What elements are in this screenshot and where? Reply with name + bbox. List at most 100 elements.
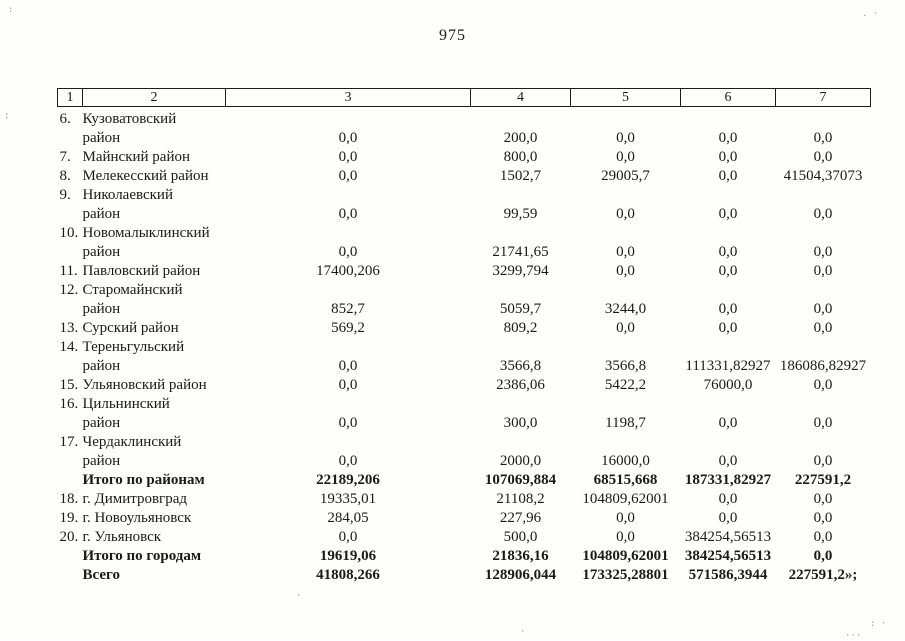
value-cell: 0,0	[813, 529, 833, 545]
value-cell: 0,0	[813, 491, 833, 507]
value-cell: 300,0	[503, 415, 538, 431]
value-cell: 0,0	[338, 130, 358, 146]
value-cell: 2386,06	[496, 377, 545, 393]
row-number: 14.	[59, 339, 79, 355]
value-cell: 227591,2»;	[788, 567, 858, 583]
value-cell: 0,0	[718, 263, 738, 279]
district-name: Всего	[82, 567, 120, 583]
value-cell: 800,0	[503, 149, 538, 165]
value-cell: 2000,0	[499, 453, 542, 469]
value-cell: 5059,7	[499, 301, 542, 317]
value-cell: 809,2	[503, 320, 538, 336]
value-cell: 0,0	[338, 149, 358, 165]
table-row: Итого по районам 22189,206 107069,884 68515…	[58, 471, 871, 490]
value-cell: 384254,56513	[684, 529, 772, 545]
row-number	[58, 566, 83, 585]
district-name: Новомалыклинский район	[82, 225, 210, 260]
value-cell: 76000,0	[703, 377, 753, 393]
value-cell: 0,0	[718, 320, 738, 336]
value-cell: 0,0	[718, 244, 738, 260]
table-row: 6. Кузоватовский район 0,0 200,0 0,0 0,0 0,0	[58, 107, 871, 149]
value-cell: 0,0	[813, 301, 833, 317]
value-cell: 0,0	[718, 491, 738, 507]
table-row: 15. Ульяновский район 0,0 2386,06 5422,2 7600…	[58, 376, 871, 395]
value-cell: 1502,7	[499, 168, 542, 184]
value-cell: 0,0	[616, 206, 635, 222]
header-col-2: 2	[82, 88, 226, 107]
district-name: Мелекесский район	[82, 168, 209, 184]
value-cell: 128906,044	[484, 567, 557, 583]
header-col-1: 1	[57, 88, 83, 107]
value-cell: 3244,0	[604, 301, 647, 317]
district-name: Итого по районам	[82, 472, 205, 488]
table-row: 20. г. Ульяновск 0,0 500,0 0,0 384254,56513 0,…	[58, 528, 871, 547]
value-cell: 0,0	[616, 320, 635, 336]
value-cell: 19619,06	[319, 548, 377, 564]
value-cell: 104809,62001	[582, 548, 669, 564]
value-cell: 227591,2	[794, 472, 852, 488]
value-cell: 0,0	[338, 168, 358, 184]
row-number: 16.	[59, 396, 79, 412]
value-cell: 569,2	[331, 320, 365, 336]
value-cell: 0,0	[718, 301, 738, 317]
district-name: Ульяновский район	[82, 377, 207, 393]
header-col-3: 3	[225, 88, 471, 107]
value-cell: 0,0	[813, 263, 833, 279]
value-cell: 107069,884	[484, 472, 557, 488]
row-number	[58, 471, 83, 490]
value-cell: 852,7	[331, 301, 365, 317]
value-cell: 0,0	[616, 510, 635, 526]
value-cell: 0,0	[338, 415, 358, 431]
value-cell: 227,96	[499, 510, 542, 526]
value-cell: 0,0	[718, 130, 738, 146]
value-cell: 0,0	[718, 510, 738, 526]
value-cell: 384254,56513	[684, 548, 772, 564]
district-name: Николаевский район	[82, 187, 173, 222]
row-number: 11.	[59, 263, 78, 279]
table-row: 12. Старомайнский район 852,7 5059,7 3244,0 0…	[58, 281, 871, 319]
value-cell: 186086,82927	[779, 358, 867, 374]
district-name: г. Димитровград	[82, 491, 188, 507]
value-cell: 0,0	[813, 510, 833, 526]
value-cell: 0,0	[718, 453, 738, 469]
row-number: 17.	[59, 434, 79, 450]
value-cell: 68515,668	[593, 472, 658, 488]
value-cell: 0,0	[813, 548, 833, 564]
value-cell: 17400,206	[316, 263, 380, 279]
row-number: 12.	[59, 282, 79, 298]
value-cell: 19335,01	[319, 491, 377, 507]
district-name: Сурский район	[82, 320, 179, 336]
value-cell: 0,0	[338, 453, 358, 469]
district-name: г. Новоульяновск	[82, 510, 192, 526]
value-cell: 0,0	[338, 206, 358, 222]
table-row: 19. г. Новоульяновск 284,05 227,96 0,0 0,0 0,0	[58, 509, 871, 528]
value-cell: 3566,8	[499, 358, 542, 374]
district-name: Павловский район	[82, 263, 201, 279]
row-number: 10.	[59, 225, 79, 241]
value-cell: 0,0	[813, 453, 833, 469]
value-cell: 173325,28801	[582, 567, 669, 583]
district-name: Кузоватовский район	[82, 111, 177, 146]
value-cell: 104809,62001	[582, 491, 669, 507]
value-cell: 0,0	[616, 130, 635, 146]
value-cell: 1198,7	[605, 415, 646, 431]
row-number	[58, 547, 83, 566]
value-cell: 0,0	[813, 149, 833, 165]
table-row: 18. г. Димитровград 19335,01 21108,2 104809,…	[58, 490, 871, 509]
table-row: 17. Чердаклинский район 0,0 2000,0 16000,0 0,…	[58, 433, 871, 471]
district-name: Итого по городам	[82, 548, 202, 564]
district-name: Майнский район	[82, 149, 191, 165]
value-cell: 21108,2	[496, 491, 545, 507]
value-cell: 3566,8	[604, 358, 647, 374]
table-row: Всего 41808,266 128906,044 173325,28801 5715…	[58, 566, 871, 585]
header-col-4: 4	[470, 88, 571, 107]
district-name: Старомайнский район	[82, 282, 183, 317]
value-cell: 0,0	[338, 244, 358, 260]
value-cell: 16000,0	[601, 453, 650, 469]
value-cell: 0,0	[338, 377, 358, 393]
value-cell: 0,0	[718, 168, 738, 184]
row-number: 13.	[59, 320, 79, 336]
value-cell: 0,0	[338, 358, 358, 374]
value-cell: 0,0	[718, 206, 738, 222]
